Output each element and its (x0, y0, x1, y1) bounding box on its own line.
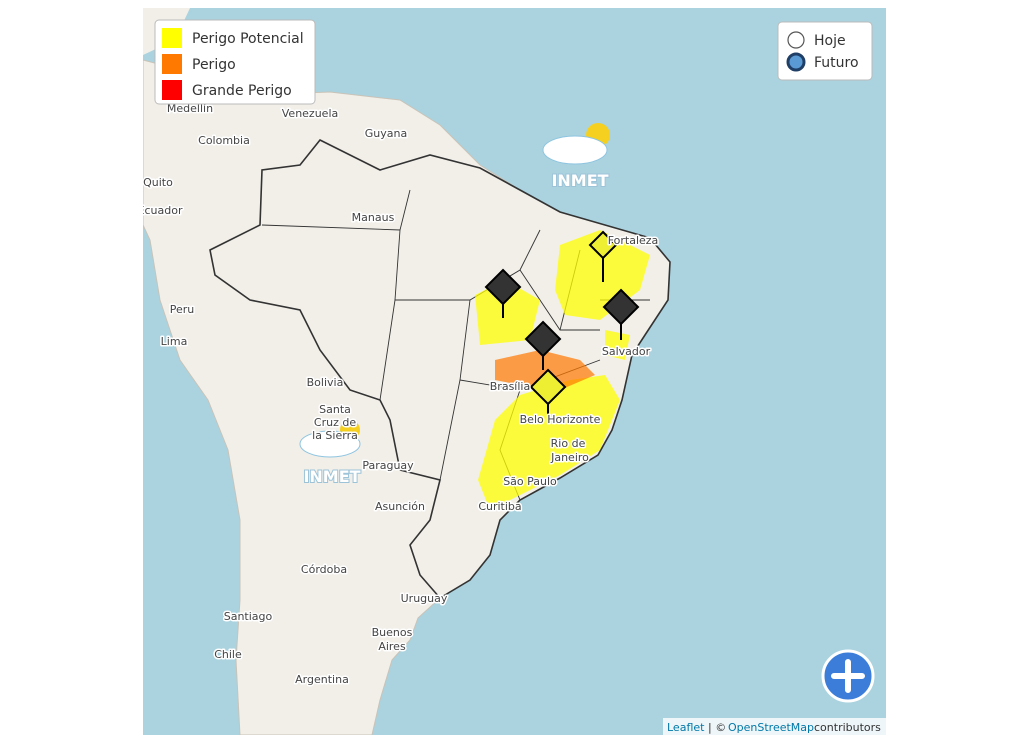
radio[interactable] (787, 31, 805, 49)
map-label: Bolivia (307, 376, 344, 389)
map-label: Brasília (490, 380, 530, 393)
map-label: Aires (378, 640, 406, 653)
alert-markers (484, 230, 640, 420)
selector-box (777, 21, 873, 81)
map-label: Argentina (295, 673, 349, 686)
map-label: la Sierra (312, 429, 358, 442)
map-label: Uruguay (401, 592, 448, 605)
alert-yellow (475, 230, 650, 510)
map-label: Janeiro (550, 451, 589, 464)
map-label: Peru (170, 303, 195, 316)
attribution-text: contributors (814, 721, 881, 734)
map-label: Belo Horizonte (520, 413, 601, 426)
map[interactable]: INMET INMET Medellín Venezuela Guyana Co… (138, 8, 886, 735)
map-label: Lima (161, 335, 188, 348)
day-selector: Hoje Futuro (777, 21, 873, 81)
map-labels: Medellín Venezuela Guyana Colombia Quito… (138, 101, 660, 688)
map-label: Curitiba (478, 500, 521, 513)
map-label: Paraguay (362, 459, 414, 472)
leaflet-link[interactable]: Leaflet (667, 721, 705, 734)
legend: Perigo Potencial Perigo Grande Perigo (154, 19, 316, 105)
osm-link[interactable]: OpenStreetMap (728, 721, 814, 734)
map-label: Ecuador (138, 204, 183, 217)
zoom-button[interactable] (821, 649, 875, 703)
radio-label[interactable]: Futuro (814, 55, 859, 71)
map-label: Chile (214, 648, 242, 661)
radio[interactable] (786, 52, 806, 72)
watermark: INMET (551, 171, 608, 190)
watermark-cloud (299, 123, 610, 458)
map-label: São Paulo (503, 475, 557, 488)
legend-label: Grande Perigo (192, 83, 292, 99)
map-label: Colombia (198, 134, 250, 147)
map-label: Córdoba (301, 563, 347, 576)
brazil-border (209, 138, 671, 600)
map-label: Buenos (372, 626, 413, 639)
map-label: Manaus (352, 211, 395, 224)
map-label: Cruz de (314, 416, 356, 429)
alert-orange (495, 350, 595, 390)
legend-swatch (162, 28, 182, 48)
radio-label[interactable]: Hoje (814, 33, 846, 49)
map-label: Rio de (551, 437, 586, 450)
map-label: Quito (143, 176, 173, 189)
map-label: Fortaleza (608, 234, 659, 247)
map-label: Asunción (375, 500, 425, 513)
legend-swatch (162, 54, 182, 74)
legend-label: Perigo (192, 57, 236, 73)
attribution-sep: | © (708, 721, 726, 734)
legend-box (154, 19, 316, 105)
map-label: Salvador (602, 345, 651, 358)
map-label: Santiago (224, 610, 273, 623)
legend-swatch (162, 80, 182, 100)
attribution: Leaflet | © OpenStreetMap contributors (663, 718, 886, 735)
legend-label: Perigo Potencial (192, 31, 304, 47)
map-label: Venezuela (282, 107, 339, 120)
map-label: Santa (319, 403, 351, 416)
watermark: INMET (303, 467, 360, 486)
map-label: Guyana (365, 127, 407, 140)
